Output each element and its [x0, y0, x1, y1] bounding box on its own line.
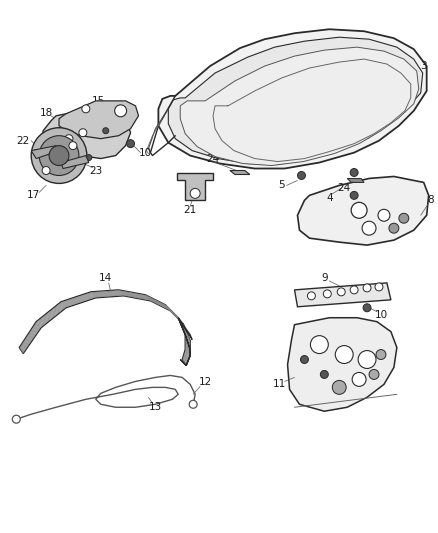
Text: 4: 4: [326, 193, 332, 204]
Circle shape: [189, 400, 197, 408]
Polygon shape: [59, 101, 138, 139]
Circle shape: [311, 336, 328, 353]
Text: 14: 14: [99, 273, 113, 283]
Polygon shape: [288, 318, 397, 411]
Polygon shape: [297, 176, 429, 245]
Text: 23: 23: [89, 166, 102, 175]
Circle shape: [350, 168, 358, 176]
Polygon shape: [159, 29, 427, 168]
Circle shape: [350, 286, 358, 294]
Circle shape: [65, 135, 73, 143]
Polygon shape: [61, 156, 89, 168]
Text: 8: 8: [427, 196, 434, 205]
Text: 24: 24: [338, 183, 351, 193]
Text: 5: 5: [278, 181, 285, 190]
Circle shape: [363, 284, 371, 292]
Polygon shape: [31, 146, 59, 158]
Circle shape: [376, 350, 386, 360]
Text: 22: 22: [17, 136, 30, 146]
Text: 24: 24: [206, 154, 220, 164]
Circle shape: [337, 288, 345, 296]
Circle shape: [79, 129, 87, 136]
Polygon shape: [177, 173, 213, 200]
Circle shape: [103, 128, 109, 134]
Circle shape: [190, 188, 200, 198]
Circle shape: [350, 191, 358, 199]
Text: 12: 12: [198, 377, 212, 387]
Circle shape: [39, 136, 79, 175]
Text: 18: 18: [39, 108, 53, 118]
Circle shape: [297, 172, 305, 180]
Polygon shape: [178, 318, 192, 340]
Circle shape: [369, 369, 379, 379]
Circle shape: [49, 146, 69, 166]
Text: 17: 17: [27, 190, 40, 200]
Polygon shape: [41, 109, 131, 158]
Circle shape: [115, 105, 127, 117]
Text: 10: 10: [139, 148, 152, 158]
Circle shape: [363, 304, 371, 312]
Circle shape: [335, 345, 353, 364]
Polygon shape: [347, 179, 364, 182]
Text: 21: 21: [184, 205, 197, 215]
Text: 10: 10: [374, 310, 388, 320]
Circle shape: [31, 128, 87, 183]
Circle shape: [320, 370, 328, 378]
Circle shape: [323, 290, 331, 298]
Circle shape: [307, 292, 315, 300]
Text: 15: 15: [92, 96, 106, 106]
Circle shape: [69, 142, 77, 150]
Circle shape: [82, 105, 90, 113]
Polygon shape: [19, 290, 190, 366]
Circle shape: [42, 166, 50, 174]
Circle shape: [86, 155, 92, 160]
Circle shape: [351, 203, 367, 218]
Circle shape: [358, 351, 376, 368]
Circle shape: [12, 415, 20, 423]
Circle shape: [352, 373, 366, 386]
Circle shape: [375, 283, 383, 291]
Circle shape: [399, 213, 409, 223]
Circle shape: [300, 356, 308, 364]
Circle shape: [332, 381, 346, 394]
Text: 11: 11: [273, 379, 286, 390]
Polygon shape: [294, 283, 391, 307]
Polygon shape: [230, 171, 250, 174]
Circle shape: [33, 150, 39, 156]
Polygon shape: [178, 318, 190, 366]
Circle shape: [127, 140, 134, 148]
Polygon shape: [180, 47, 419, 166]
Circle shape: [378, 209, 390, 221]
Circle shape: [389, 223, 399, 233]
Text: 3: 3: [420, 61, 427, 71]
Text: 9: 9: [321, 273, 328, 283]
Circle shape: [362, 221, 376, 235]
Text: 1: 1: [336, 69, 343, 79]
Polygon shape: [168, 37, 423, 165]
Text: 13: 13: [149, 402, 162, 412]
